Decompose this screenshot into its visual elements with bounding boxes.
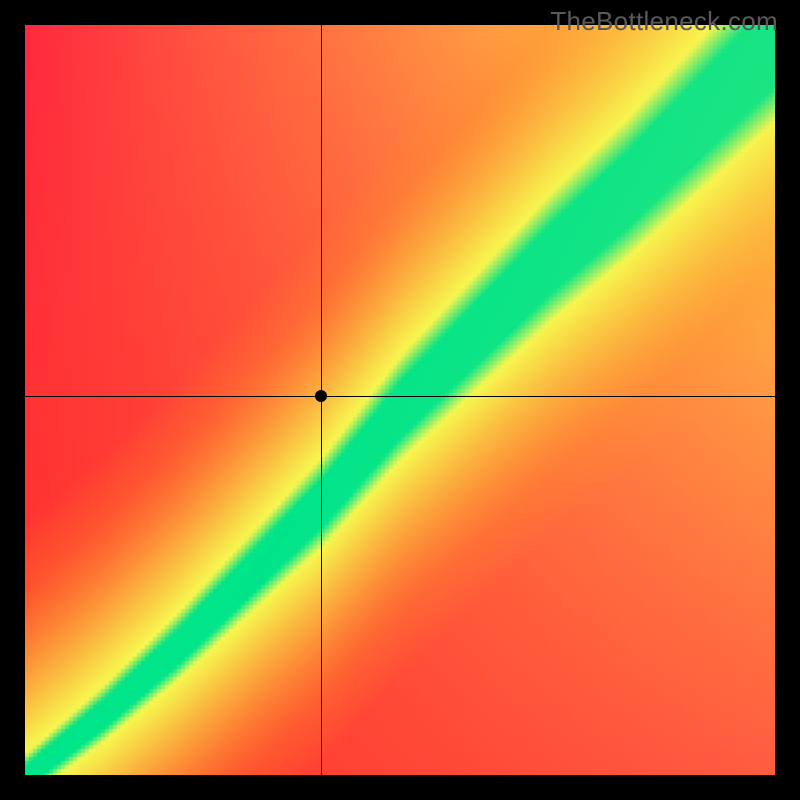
crosshair-horizontal — [25, 396, 775, 397]
chart-container: TheBottleneck.com — [0, 0, 800, 800]
heatmap-plot — [25, 25, 775, 775]
heatmap-canvas — [25, 25, 775, 775]
data-point-marker — [315, 390, 327, 402]
watermark-text: TheBottleneck.com — [550, 6, 778, 37]
